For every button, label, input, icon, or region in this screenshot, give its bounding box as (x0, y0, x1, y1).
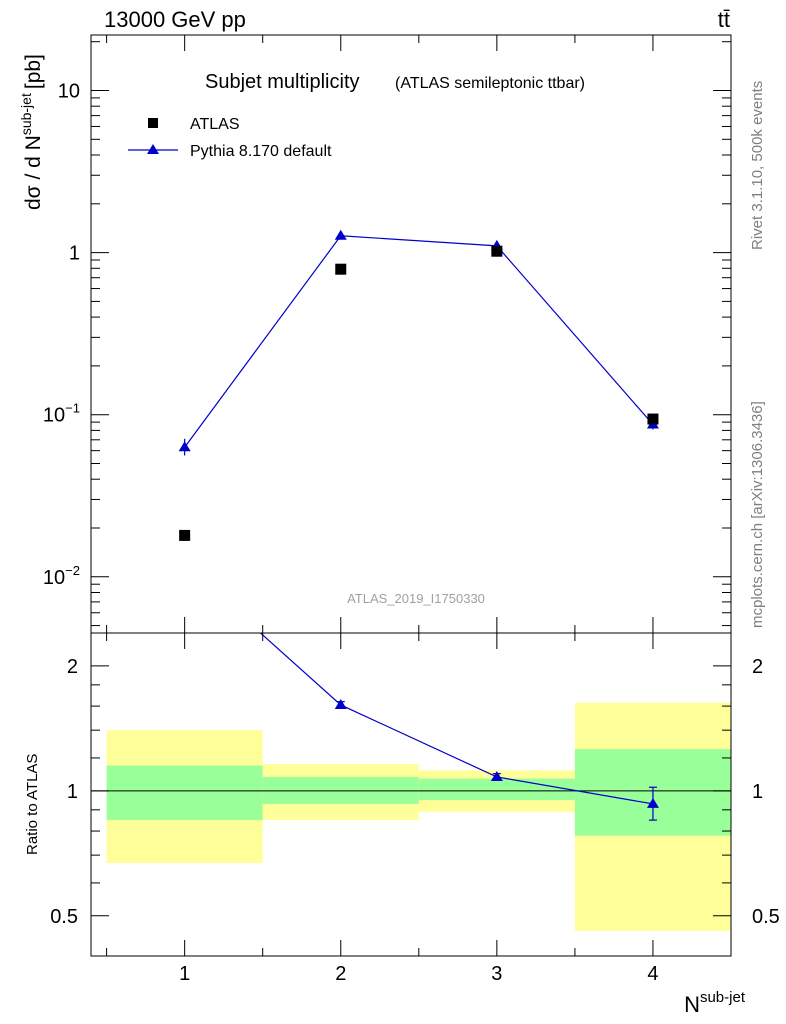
main-axes: 10−2 10−1 1 10 (43, 35, 732, 633)
pythia-point (334, 229, 347, 240)
ratio-plot-area (91, 633, 731, 931)
main-plot-area (178, 229, 659, 541)
ratio-y-tick-label-right: 0.5 (752, 906, 780, 928)
x-tick-label: 4 (647, 963, 658, 985)
x-axis-label-sup: sub-jet (700, 989, 746, 1006)
chart-subtitle: (ATLAS semileptonic ttbar) (395, 75, 585, 92)
ratio-pythia-point (490, 770, 503, 781)
ratio-pythia-point (646, 797, 659, 808)
atlas-point (647, 413, 659, 425)
legend-label-pythia: Pythia 8.170 default (190, 143, 332, 160)
x-axis-label-main: N (684, 992, 700, 1017)
rivet-version-label: Rivet 3.1.10, 500k events (749, 81, 766, 250)
ratio-y-tick-label-right: 2 (752, 656, 763, 678)
ratio-pythia-point (334, 698, 347, 709)
legend-marker-pythia (147, 144, 159, 154)
main-y-tick-label: 10−2 (43, 563, 80, 589)
ratio-frame (90, 632, 732, 957)
legend-label-atlas: ATLAS (190, 116, 240, 133)
main-y-tick-label: 10−1 (43, 401, 80, 427)
main-panel: 10−2 10−1 1 10 Subjet multiplicity (ATLAS s… (18, 34, 732, 634)
legend-marker-atlas (148, 118, 158, 128)
ratio-y-axis-label: Ratio to ATLAS (24, 754, 41, 855)
main-y-tick-label: 1 (69, 243, 80, 265)
svg-text:dσ / d Nsub-jet[pb]: dσ / d Nsub-jet [pb] (18, 54, 45, 210)
ratio-inner-band (106, 765, 263, 821)
main-ylabel-main: dσ / d N (22, 135, 45, 210)
mcplots-source-label: mcplots.cern.ch [arXiv:1306.3436] (749, 401, 766, 628)
energy-label: 13000 GeV pp (104, 7, 246, 32)
main-frame (90, 34, 732, 634)
atlas-point (179, 529, 191, 541)
ratio-y-tick-label: 1 (67, 781, 78, 803)
legend: ATLAS Pythia 8.170 default (128, 116, 332, 160)
main-ylabel-sup: sub-jet (18, 93, 34, 135)
ratio-y-tick-label: 0.5 (50, 906, 78, 928)
x-tick-label: 3 (491, 963, 502, 985)
chart-title: Subjet multiplicity (205, 71, 360, 93)
atlas-point (335, 263, 347, 275)
main-y-tick-label: 10 (58, 81, 80, 103)
ratio-y-tick-label: 2 (67, 656, 78, 678)
analysis-id-label: ATLAS_2019_I1750330 (347, 591, 485, 606)
main-ylabel-unit: [pb] (22, 54, 45, 89)
pythia-point (178, 441, 191, 452)
atlas-point (491, 245, 503, 257)
main-y-axis-label: dσ / d Nsub-jet [pb] (18, 54, 45, 210)
process-label: tt̄ (718, 7, 730, 32)
ratio-y-tick-label-right: 1 (752, 781, 763, 803)
pythia-line (184, 235, 654, 448)
ratio-axes: 0.5 0.5 1 1 2 2 1 2 3 4 (50, 633, 780, 985)
x-tick-label: 2 (335, 963, 346, 985)
ratio-inner-band (418, 778, 575, 801)
x-tick-label: 1 (179, 963, 190, 985)
ratio-panel: 0.5 0.5 1 1 2 2 1 2 3 4 Ratio to ATLAS Nsub-jet (24, 632, 780, 1017)
x-axis-label: Nsub-jet (684, 989, 746, 1017)
